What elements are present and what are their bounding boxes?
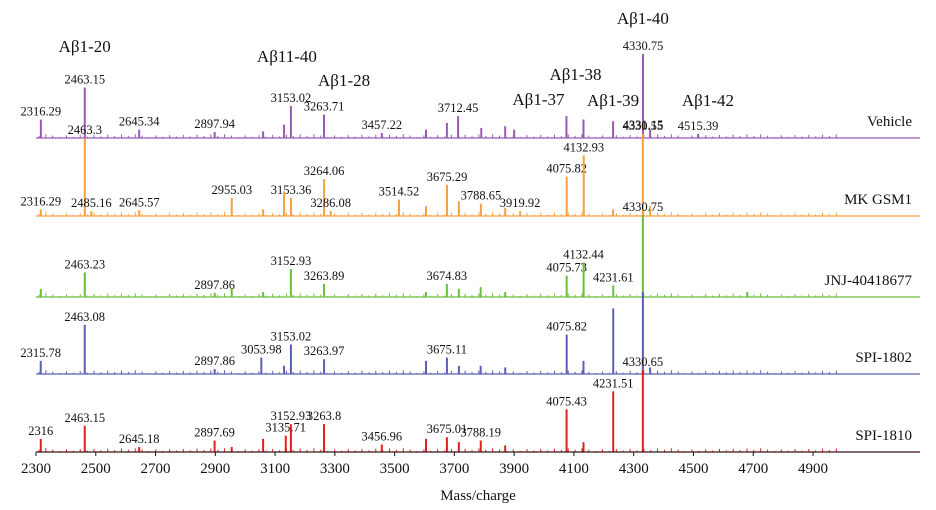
peak-label: 2315.78 bbox=[20, 346, 61, 360]
x-tick-label: 3500 bbox=[380, 461, 410, 477]
x-tick-label: 4100 bbox=[559, 461, 589, 477]
x-tick-label: 4700 bbox=[738, 461, 768, 477]
peak-label: 3675.11 bbox=[427, 343, 467, 357]
peak-label: 4132.93 bbox=[563, 140, 604, 154]
peak-label: 4075.43 bbox=[546, 394, 587, 408]
peak-label: 3675.01 bbox=[427, 422, 468, 436]
x-tick-label: 2500 bbox=[81, 461, 111, 477]
x-tick-label: 4300 bbox=[619, 461, 649, 477]
peak-label: 4231.61 bbox=[593, 271, 634, 285]
peak-label: 2955.03 bbox=[211, 183, 252, 197]
peak-label: 3053.98 bbox=[241, 343, 282, 357]
peak-label: 4331.15 bbox=[623, 118, 664, 132]
peak-label: 2897.94 bbox=[194, 117, 235, 131]
peak-label: 4231.51 bbox=[593, 376, 634, 390]
series-name-label: MK GSM1 bbox=[844, 192, 912, 208]
species-label: Aβ1-39 bbox=[587, 91, 639, 110]
peak-label: 3456.96 bbox=[361, 430, 402, 444]
peak-label: 4075.73 bbox=[546, 261, 587, 275]
series-name-label: JNJ-40418677 bbox=[824, 273, 912, 289]
peak-label: 3674.83 bbox=[427, 269, 468, 283]
peak-label: 2897.69 bbox=[194, 426, 235, 440]
peak-label: 2316.29 bbox=[21, 194, 62, 208]
x-axis: 2300 2500 2700 2900 3100 3300 3500 3700 3900 4100… bbox=[21, 451, 920, 477]
x-tick-label: 2900 bbox=[200, 461, 230, 477]
species-label: Aβ1-42 bbox=[682, 91, 734, 110]
peak-label: 4075.82 bbox=[546, 320, 587, 334]
peak-label: 2463.23 bbox=[64, 257, 105, 271]
peak-label: 2463.15 bbox=[64, 411, 105, 425]
peak-label: 3135.71 bbox=[265, 421, 306, 435]
series-name-label: Vehicle bbox=[867, 114, 912, 130]
x-tick-label: 3700 bbox=[439, 461, 469, 477]
x-tick-label: 2300 bbox=[21, 461, 51, 477]
peak-label: 4330.65 bbox=[623, 355, 664, 369]
peak-label: 3514.52 bbox=[379, 185, 420, 199]
peak-label: 3153.02 bbox=[271, 329, 312, 343]
peak-label: 3152.93 bbox=[271, 254, 312, 268]
peak-label: 3263.8 bbox=[307, 409, 341, 423]
peak-label: 2897.86 bbox=[194, 354, 235, 368]
species-label: Aβ11-40 bbox=[257, 47, 317, 66]
peak-label: 3263.89 bbox=[304, 269, 345, 283]
peak-label: 3153.36 bbox=[271, 183, 312, 197]
series-vehicle: 2316.29 2463.15 2645.34 2897.94 3153.023263.… bbox=[21, 39, 920, 139]
x-tick-label: 4900 bbox=[798, 461, 828, 477]
peak-label: 3788.65 bbox=[461, 189, 502, 203]
peak-label: 3153.02 bbox=[271, 91, 312, 105]
x-tick-label: 3300 bbox=[320, 461, 350, 477]
x-tick-label: 2700 bbox=[141, 461, 171, 477]
peak-label: 4515.39 bbox=[678, 119, 719, 133]
x-tick-label: 3100 bbox=[260, 461, 290, 477]
species-label: Aβ1-38 bbox=[549, 65, 601, 84]
species-label: Aβ1-28 bbox=[318, 71, 370, 90]
peak-label: 2645.57 bbox=[119, 195, 160, 209]
peak-label: 2645.18 bbox=[119, 432, 160, 446]
peak-label: 4132.44 bbox=[563, 248, 604, 262]
x-axis-label: Mass/charge bbox=[440, 488, 516, 504]
species-label: Aβ1-40 bbox=[617, 9, 669, 28]
peak-label: 3263.97 bbox=[304, 344, 345, 358]
peak-label: 3712.45 bbox=[438, 101, 479, 115]
series-spi-1802: 2315.78 2463.08 2897.86 3053.983153.023263.… bbox=[20, 292, 920, 375]
x-tick-label: 3900 bbox=[499, 461, 529, 477]
peak-label: 2463.08 bbox=[64, 310, 105, 324]
series-mk-gsm1: 2316.29 2463.3 2485.16 2645.57 2955.03 3153.3… bbox=[21, 119, 920, 217]
peak-label: 4330.75 bbox=[623, 200, 664, 214]
peak-label: 3152.93 bbox=[271, 409, 312, 423]
peak-label: 3675.29 bbox=[427, 170, 468, 184]
peak-label: 2463.15 bbox=[64, 73, 105, 87]
peak-label: 3788.19 bbox=[460, 426, 501, 440]
species-label: Aβ1-37 bbox=[512, 90, 565, 109]
peak-label: 2316.29 bbox=[21, 105, 62, 119]
series-name-label: SPI-1802 bbox=[855, 350, 912, 366]
peak-label: 2463.3 bbox=[68, 123, 102, 137]
peak-label: 3263.71 bbox=[304, 99, 345, 113]
peak-label: 3264.06 bbox=[304, 164, 345, 178]
series-name-label: SPI-1810 bbox=[855, 428, 912, 444]
peak-label: 3457.22 bbox=[362, 118, 403, 132]
species-label: Aβ1-20 bbox=[59, 37, 111, 56]
peak-label: 2645.34 bbox=[119, 115, 160, 129]
peak-label: 4330.55 bbox=[623, 119, 664, 133]
x-tick-label: 4500 bbox=[678, 461, 708, 477]
peak-label: 2485.16 bbox=[71, 196, 112, 210]
peak-label: 4330.75 bbox=[623, 39, 664, 53]
peak-label: 2316 bbox=[28, 424, 53, 438]
peak-label: 2897.86 bbox=[194, 278, 235, 292]
peak-label: 3919.92 bbox=[500, 196, 541, 210]
peak-label: 3286.08 bbox=[310, 196, 351, 210]
peak-label: 4075.82 bbox=[546, 162, 587, 176]
